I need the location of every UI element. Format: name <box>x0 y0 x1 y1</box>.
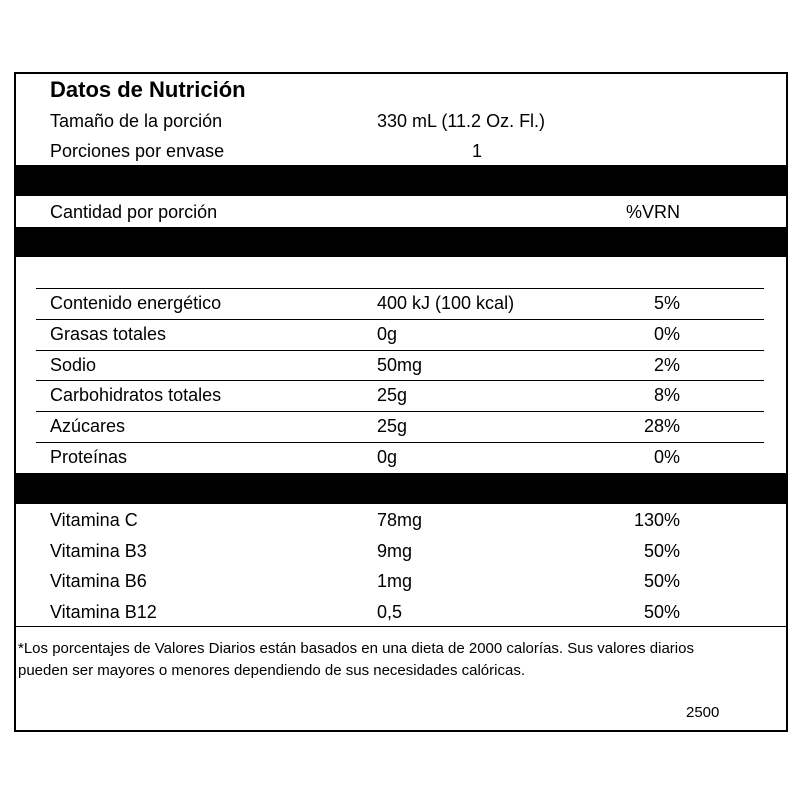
vitamin-amount: 9mg <box>377 540 413 561</box>
row-line <box>36 411 764 413</box>
nutrient-pct: 28% <box>643 416 680 437</box>
row-line <box>36 442 764 443</box>
serving-value: 1 <box>472 141 483 161</box>
vitamin-pct: 50% <box>643 601 680 622</box>
nutrient-pct: 5% <box>653 293 680 313</box>
vitamin-pct: 50% <box>643 571 680 591</box>
nutrient-pct: 0% <box>653 447 680 467</box>
nutrient-amount: 0g <box>377 323 398 344</box>
vitamin-name: Vitamina B12 <box>50 601 157 622</box>
divider <box>14 626 786 627</box>
title: Datos de Nutrición <box>50 77 246 102</box>
vitamin-name: Vitamina B3 <box>50 540 147 561</box>
calories-note: 2500 <box>686 704 720 721</box>
row-line <box>36 380 764 382</box>
vitamin-pct: 50% <box>643 540 680 561</box>
black-bar <box>14 473 786 504</box>
vitamin-amount: 78mg <box>377 510 423 530</box>
nutrient-name: Sodio <box>50 354 97 375</box>
nutrient-amount: 25g <box>377 416 408 437</box>
row-line <box>36 288 764 289</box>
nutrient-name: Proteínas <box>50 447 128 467</box>
footnote: *Los porcentajes de Valores Diarios está… <box>18 640 694 657</box>
nutrient-pct: 8% <box>653 385 680 406</box>
footnote: pueden ser mayores o menores dependiendo… <box>18 662 525 679</box>
serving-value: 330 mL (11.2 Oz. Fl.) <box>377 111 546 131</box>
label-border <box>14 72 788 732</box>
black-bar <box>14 165 786 196</box>
nutrient-name: Carbohidratos totales <box>50 385 222 406</box>
row-line <box>36 349 764 351</box>
serving-label: Porciones por envase <box>50 141 225 161</box>
header-pct: %VRN <box>625 202 680 222</box>
row-line <box>36 472 764 474</box>
header-label: Cantidad por porción <box>50 202 218 222</box>
vitamin-name: Vitamina C <box>50 510 138 530</box>
nutrient-amount: 25g <box>377 385 408 406</box>
nutrient-name: Contenido energético <box>50 293 222 313</box>
nutrient-amount: 0g <box>377 447 398 467</box>
vitamin-amount: 1mg <box>377 571 413 591</box>
serving-label: Tamaño de la porción <box>50 111 223 131</box>
row-line <box>36 318 764 320</box>
nutrient-name: Azúcares <box>50 416 126 437</box>
nutrient-pct: 2% <box>653 354 680 375</box>
nutrient-pct: 0% <box>653 323 680 344</box>
nutrient-amount: 400 kJ (100 kcal) <box>377 293 515 313</box>
black-bar <box>14 227 786 257</box>
nutrient-amount: 50mg <box>377 354 423 375</box>
nutrient-name: Grasas totales <box>50 323 167 344</box>
vitamin-amount: 0,5 <box>377 601 403 622</box>
vitamin-pct: 130% <box>633 510 680 530</box>
vitamin-name: Vitamina B6 <box>50 571 147 591</box>
